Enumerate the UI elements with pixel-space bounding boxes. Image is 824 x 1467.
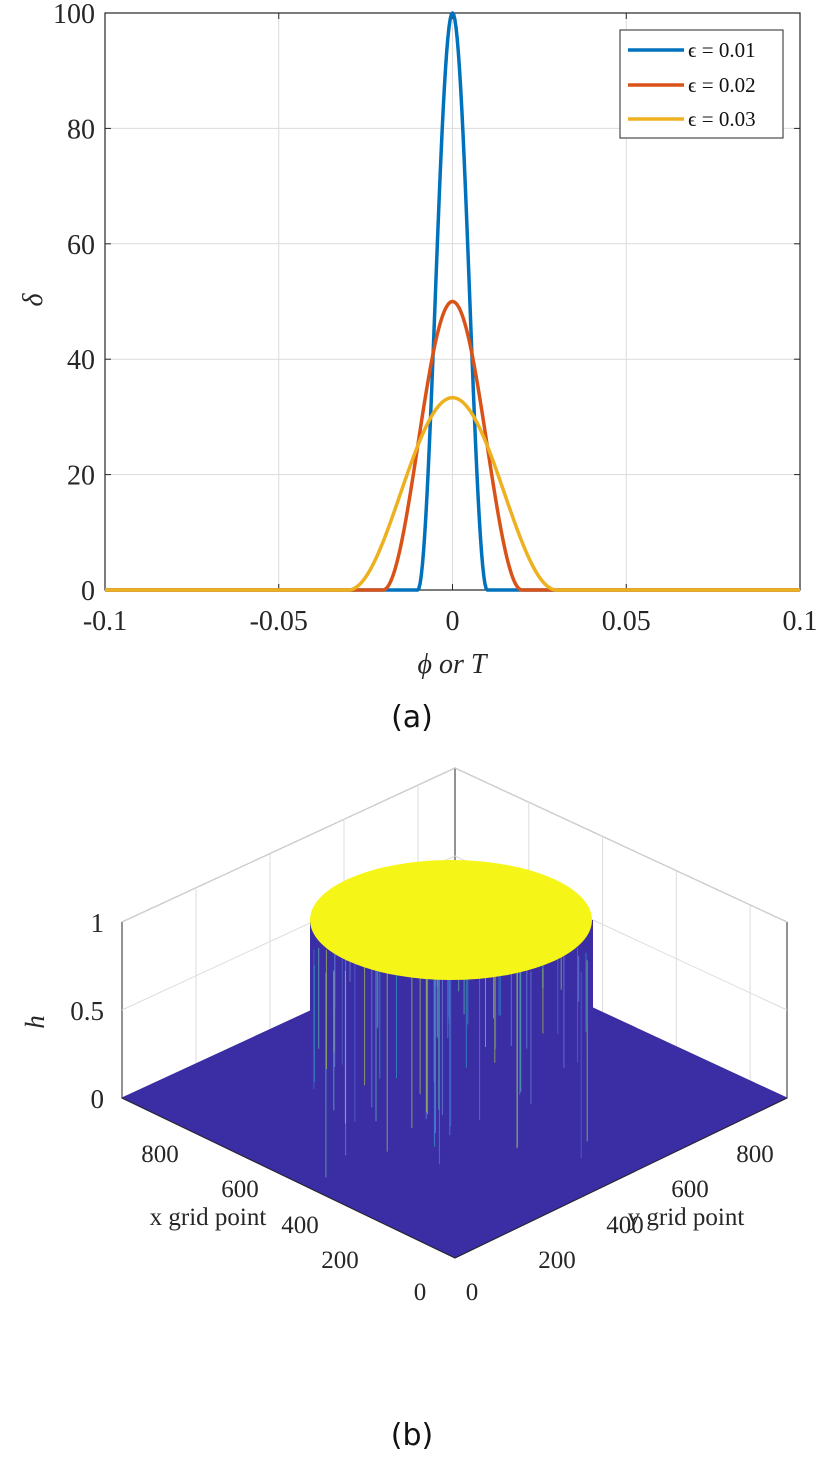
series-line-3 — [104, 395, 801, 592]
tick-labels: -0.1 -0.05 0 0.05 0.1 0 20 40 60 80 100 — [53, 0, 818, 637]
x-axis-label: x grid point — [150, 1204, 267, 1231]
y-axis-label: δ — [18, 293, 49, 307]
caption-a: (a) — [391, 700, 433, 735]
y-tick-label: 800 — [736, 1141, 774, 1168]
x-tick-label: -0.05 — [250, 606, 308, 637]
x-axis-label: ϕ or T — [418, 649, 489, 680]
z-axis-label: h — [20, 1015, 50, 1029]
y-tick-label: 100 — [53, 0, 95, 30]
x-tick-label: 0 — [446, 606, 460, 637]
legend-label-2: ϵ = 0.02 — [688, 73, 756, 97]
caption-b: (b) — [390, 1418, 434, 1453]
y-axis-label: y grid point — [628, 1204, 745, 1231]
z-tick-label: 0 — [91, 1084, 105, 1114]
y-tick-label: 400 — [606, 1212, 644, 1239]
x-tick-label: 600 — [221, 1176, 259, 1203]
floor-edge-left — [121, 1097, 456, 1259]
floor-edge-right — [454, 1097, 788, 1259]
wall-grid-line-left — [121, 767, 456, 923]
y-tick-label: 600 — [671, 1176, 709, 1203]
wall-grid-line-right — [454, 767, 788, 923]
x-tick-label: 800 — [141, 1141, 179, 1168]
x-tick-label: -0.1 — [83, 606, 127, 637]
y-tick-label: 200 — [538, 1247, 576, 1274]
x-tick-label: 200 — [321, 1247, 359, 1274]
y-tick-label: 20 — [67, 461, 95, 492]
y-tick-label: 60 — [67, 230, 95, 261]
x-tick-label: 0 — [414, 1279, 427, 1306]
z-tick-label: 1 — [91, 908, 105, 938]
y-tick-label: 0 — [81, 576, 95, 607]
x-tick-label: 400 — [281, 1212, 319, 1239]
chart-a: -0.1 -0.05 0 0.05 0.1 0 20 40 60 80 100 ϕ or T δ ϵ… — [18, 0, 818, 680]
series-lines — [104, 11, 801, 592]
z-tick-label: 0.5 — [70, 996, 104, 1026]
y-tick-label: 80 — [67, 114, 95, 145]
surface-top-disk — [310, 860, 592, 980]
legend: ϵ = 0.01 ϵ = 0.02 ϵ = 0.03 — [619, 29, 784, 139]
y-tick-label: 40 — [67, 345, 95, 376]
x-tick-label: 0.1 — [783, 606, 818, 637]
y-tick-label: 0 — [466, 1279, 479, 1306]
legend-label-1: ϵ = 0.01 — [688, 38, 756, 62]
legend-label-3: ϵ = 0.03 — [688, 107, 756, 131]
x-tick-label: 0.05 — [602, 606, 651, 637]
